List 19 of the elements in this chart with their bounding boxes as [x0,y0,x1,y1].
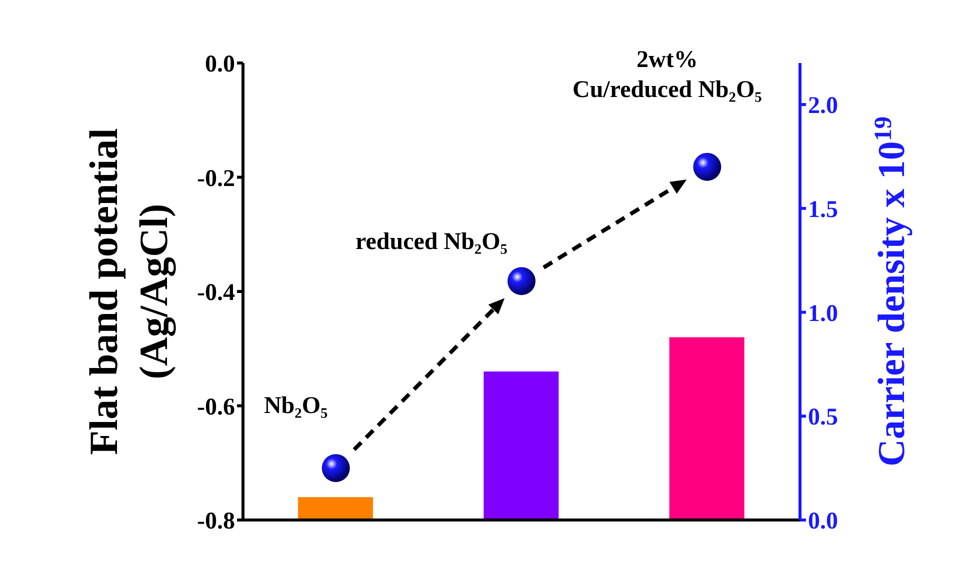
y-tick-label: -0.6 [197,394,235,420]
y-tick-label: -0.8 [197,508,235,535]
annotation: reduced Nb₂O₅ [356,229,508,256]
y2-tick-label: 2.0 [808,93,838,120]
y-tick-label: -0.2 [197,166,235,192]
annotation: Nb₂O₅ [264,393,328,420]
point [693,152,722,181]
y2-tick-label: 1.5 [808,196,838,223]
y-tick-label: -0.4 [197,280,235,306]
bar [298,497,373,520]
annotation: 2wt% Cu/reduced Nb₂O₅ [572,46,762,103]
y-axis-title: Flat band potential (Ag/AgCl) [81,128,176,455]
y2-tick-label: 0.5 [808,404,838,431]
y-tick-label: 0.0 [205,52,235,78]
bar [669,337,744,520]
point [322,454,350,482]
point [508,267,536,296]
y2-tick-label: 0.0 [808,508,838,535]
y2-tick-label: 1.0 [808,300,838,327]
